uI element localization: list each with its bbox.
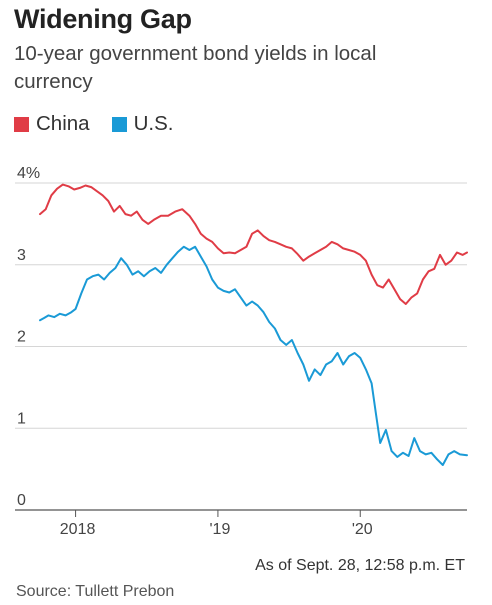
y-tick-label: 4% [17,165,40,182]
source-note: Source: Tullett Prebon [16,583,175,600]
y-tick-label: 1 [17,410,26,427]
y-tick-label: 3 [17,247,26,264]
series-line-china [39,183,468,305]
legend-swatch-us [111,116,127,132]
legend-swatch-china [14,116,29,132]
y-tick-label: 2 [17,329,26,346]
legend-label-us: U.S. [133,112,174,135]
legend-item-china: China [14,112,90,136]
legend-item-us: U.S. [111,112,174,136]
x-tick-label: '20 [352,521,373,538]
legend-label-china: China [36,112,90,135]
chart-subtitle: 10-year government bond yields in local … [14,42,377,93]
x-tick-label: '19 [209,521,230,538]
x-tick-label: 2018 [60,521,96,538]
timestamp-note: As of Sept. 28, 12:58 p.m. ET [255,557,465,574]
series-line-us [39,245,468,466]
chart-title: Widening Gap [14,4,192,34]
chart-legend: China U.S. [14,112,195,136]
y-tick-label: 0 [17,492,26,509]
